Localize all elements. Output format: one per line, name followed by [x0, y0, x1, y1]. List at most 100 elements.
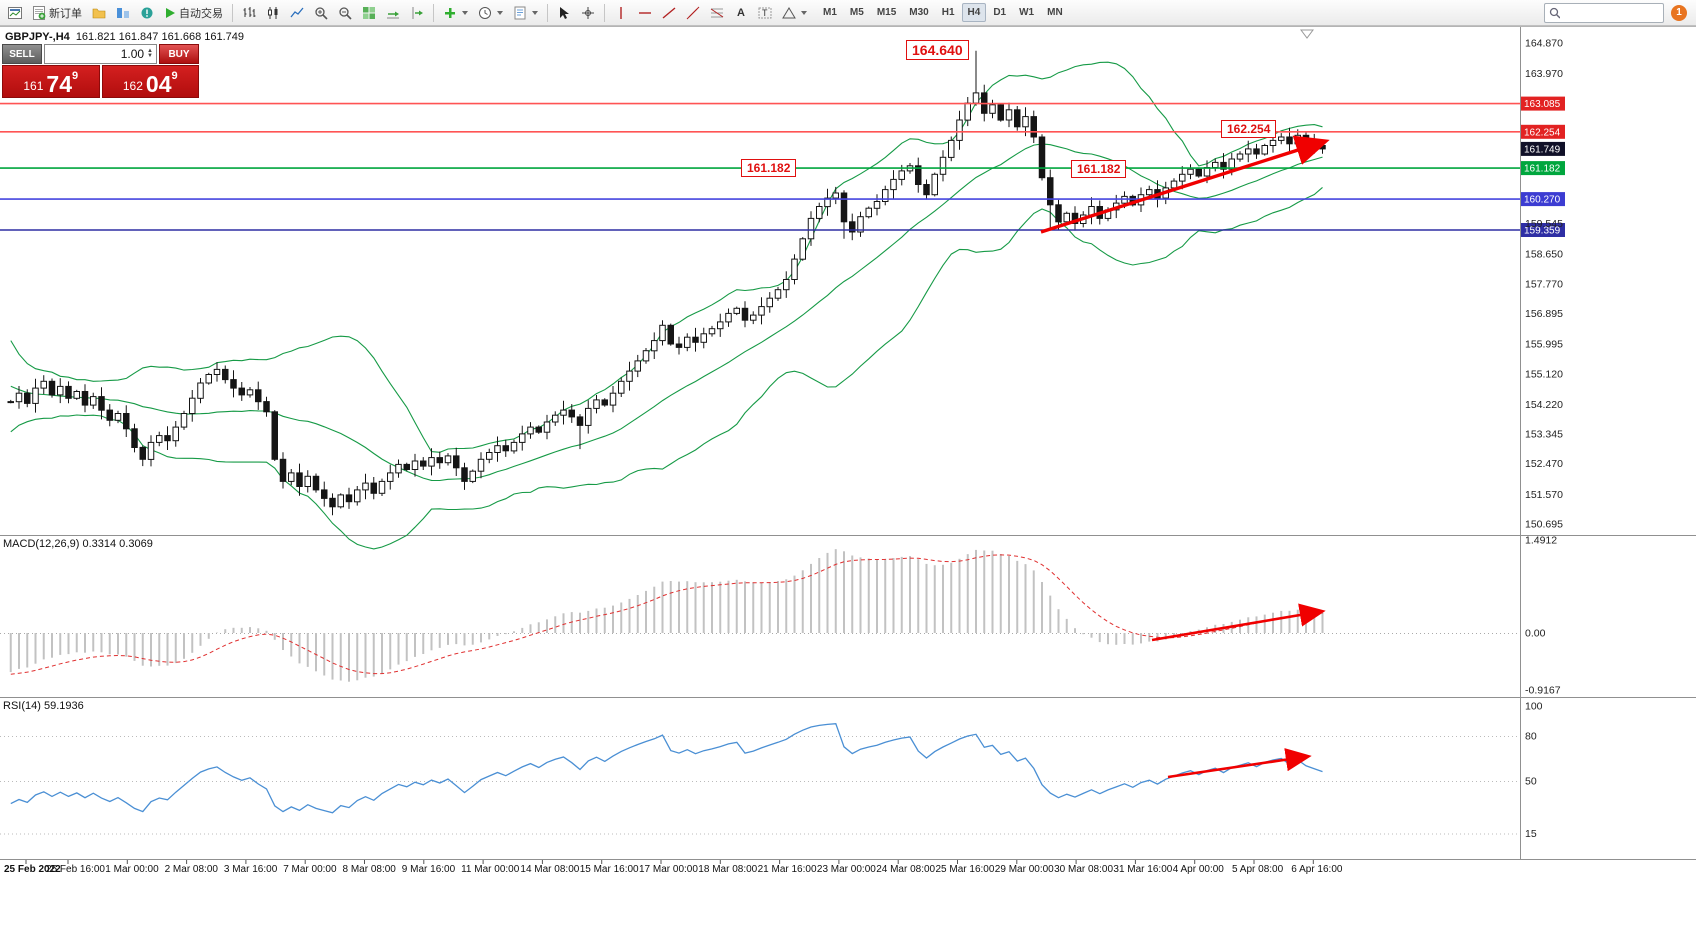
market-watch-icon[interactable]: [112, 3, 134, 23]
new-order-button[interactable]: 新订单: [28, 3, 86, 23]
tile-windows-icon[interactable]: [358, 3, 380, 23]
volume-stepper[interactable]: ▲ ▼: [147, 48, 153, 59]
separator: [433, 3, 434, 22]
crosshair-tool-icon[interactable]: [577, 3, 599, 23]
text-label-tool-icon[interactable]: T: [754, 3, 776, 23]
sell-price-prefix: 161: [23, 79, 44, 93]
text-tool-icon[interactable]: A: [737, 6, 745, 19]
svg-text:150.695: 150.695: [1525, 519, 1563, 531]
svg-text:24 Mar 08:00: 24 Mar 08:00: [876, 864, 935, 875]
svg-text:17 Mar 00:00: 17 Mar 00:00: [639, 864, 698, 875]
annotation-label-161.182[interactable]: 161.182: [741, 159, 797, 177]
new-chart-window-icon[interactable]: [4, 3, 26, 23]
svg-text:153.345: 153.345: [1525, 429, 1563, 441]
svg-text:1 Mar 00:00: 1 Mar 00:00: [105, 864, 159, 875]
annotation-label-161.182[interactable]: 161.182: [1071, 160, 1127, 178]
notification-badge[interactable]: 1: [1671, 4, 1687, 21]
svg-text:21 Mar 16:00: 21 Mar 16:00: [758, 864, 817, 875]
annotation-label-162.254[interactable]: 162.254: [1221, 120, 1277, 138]
timeframe-M30[interactable]: M30: [909, 7, 929, 18]
sell-button[interactable]: SELL: [2, 44, 42, 64]
svg-text:162.254: 162.254: [1524, 127, 1561, 138]
svg-text:152.470: 152.470: [1525, 458, 1563, 470]
candlestick-chart-icon[interactable]: [262, 3, 284, 23]
candlestick-series: [7, 50, 1326, 516]
buy-price-big: 04: [145, 71, 172, 97]
search-icon: [1549, 7, 1560, 18]
chevron-down-icon: [462, 10, 468, 15]
svg-text:15: 15: [1525, 828, 1537, 840]
macd-series: [0, 549, 1520, 682]
timeframe-W1[interactable]: W1: [1019, 7, 1035, 18]
search-box[interactable]: [1544, 2, 1664, 23]
auto-scroll-icon[interactable]: [382, 3, 404, 23]
svg-text:158.650: 158.650: [1525, 249, 1563, 261]
trendline-tool-icon[interactable]: [658, 3, 680, 23]
line-chart-icon[interactable]: [286, 3, 308, 23]
svg-text:0.00: 0.00: [1525, 628, 1546, 640]
chart-shift-icon[interactable]: [406, 3, 428, 23]
chart-ohlc-header: GBPJPY-,H4 161.821 161.847 161.668 161.74…: [5, 31, 244, 43]
svg-text:15 Mar 16:00: 15 Mar 16:00: [580, 864, 639, 875]
svg-text:4 Apr 00:00: 4 Apr 00:00: [1173, 864, 1225, 875]
svg-text:-0.9167: -0.9167: [1525, 685, 1561, 697]
timeframe-D1[interactable]: D1: [993, 7, 1007, 18]
zoom-in-icon[interactable]: [310, 3, 332, 23]
annotation-label-164.640[interactable]: 164.640: [906, 40, 969, 60]
ohlc-values: 161.821 161.847 161.668 161.749: [75, 31, 245, 43]
svg-text:3 Mar 16:00: 3 Mar 16:00: [224, 864, 278, 875]
timeframe-M5[interactable]: M5: [849, 7, 864, 18]
auto-trading-label: 自动交易: [179, 7, 223, 20]
svg-text:163.970: 163.970: [1525, 68, 1563, 80]
svg-text:161.749: 161.749: [1524, 144, 1561, 155]
timeframe-MN[interactable]: MN: [1047, 7, 1063, 18]
auto-trading-button[interactable]: 自动交易: [160, 3, 227, 23]
buy-button[interactable]: BUY: [159, 44, 199, 64]
svg-text:23 Mar 00:00: 23 Mar 00:00: [817, 864, 876, 875]
trend-arrow-1[interactable]: [1040, 135, 1330, 234]
channel-tool-icon[interactable]: [682, 3, 704, 23]
svg-text:25 Feb 2022: 25 Feb 2022: [4, 864, 61, 875]
search-input[interactable]: [1562, 6, 1659, 19]
volume-input[interactable]: 1.00 ▲ ▼: [44, 44, 157, 64]
templates-button[interactable]: [509, 3, 542, 23]
svg-text:154.220: 154.220: [1525, 399, 1563, 411]
periods-button[interactable]: [474, 3, 507, 23]
zoom-out-icon[interactable]: [334, 3, 356, 23]
sell-price-pip: 9: [72, 70, 79, 82]
trend-arrows[interactable]: [1040, 135, 1330, 779]
bollinger-bands: [10, 61, 1323, 550]
svg-text:155.995: 155.995: [1525, 339, 1563, 351]
chart-shift-marker[interactable]: [1300, 29, 1314, 39]
trend-arrow-2[interactable]: [1151, 603, 1326, 642]
timeframe-M15[interactable]: M15: [876, 7, 897, 18]
timeframe-H4[interactable]: H4: [961, 3, 987, 22]
svg-text:164.870: 164.870: [1525, 38, 1563, 50]
timeframe-bar: M1 M5 M15 M30 H1 H4 D1 W1 MN: [817, 3, 1069, 22]
new-order-label: 新订单: [49, 7, 82, 20]
sell-price-big: 74: [46, 71, 72, 97]
svg-text:159.359: 159.359: [1524, 226, 1561, 237]
timeframe-M1[interactable]: M1: [823, 7, 837, 18]
cursor-tool-icon[interactable]: [553, 3, 575, 23]
svg-text:29 Mar 00:00: 29 Mar 00:00: [995, 864, 1054, 875]
svg-text:5 Apr 08:00: 5 Apr 08:00: [1232, 864, 1284, 875]
rsi-label: RSI(14) 59.1936: [3, 700, 84, 712]
sell-price-box[interactable]: 161 74 9: [2, 65, 100, 98]
rsi-series: [0, 723, 1520, 835]
buy-price-box[interactable]: 162 04 9: [101, 65, 199, 98]
horizontal-line-tool-icon[interactable]: [634, 3, 656, 23]
shapes-tool-button[interactable]: [778, 3, 811, 23]
profiles-icon[interactable]: [88, 3, 110, 23]
trend-arrow-3[interactable]: [1167, 748, 1312, 779]
bar-chart-icon[interactable]: [238, 3, 260, 23]
timeframe-H1[interactable]: H1: [941, 7, 955, 18]
svg-text:151.570: 151.570: [1525, 489, 1563, 501]
fibonacci-tool-icon[interactable]: [706, 3, 728, 23]
new-chart-button[interactable]: [439, 3, 472, 23]
main-toolbar: 新订单 自动交易 A T M1 M5 M15 M30 H1 H4 D1 W1 MN: [0, 0, 1696, 26]
vertical-line-tool-icon[interactable]: [610, 3, 632, 23]
data-window-icon[interactable]: [136, 3, 158, 23]
svg-text:161.182: 161.182: [1524, 164, 1561, 175]
svg-text:8 Mar 08:00: 8 Mar 08:00: [343, 864, 397, 875]
